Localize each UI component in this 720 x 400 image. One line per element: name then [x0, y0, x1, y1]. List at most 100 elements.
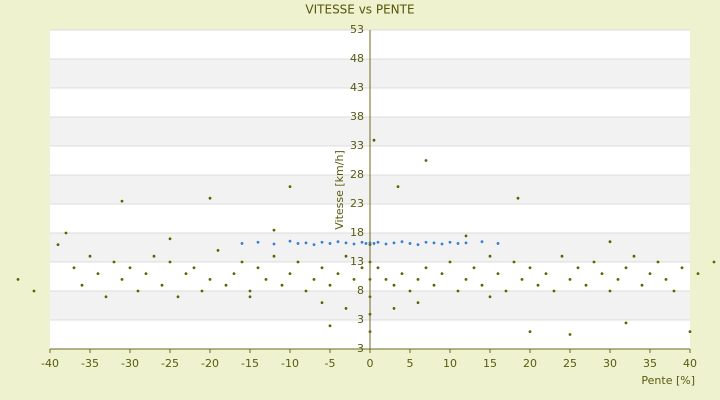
point [248, 295, 252, 299]
point [120, 278, 124, 281]
point [392, 283, 396, 287]
x-tick-label: -5 [325, 357, 336, 370]
point [288, 239, 292, 243]
point [648, 272, 652, 275]
point [392, 307, 396, 310]
point [304, 289, 308, 293]
x-tick-label: -25 [161, 357, 179, 370]
point [424, 240, 428, 244]
y-tick-label: 48 [350, 52, 364, 65]
x-tick-label: 30 [603, 357, 617, 370]
point [408, 242, 412, 245]
x-tick-label: -40 [41, 357, 59, 370]
point [296, 260, 300, 264]
point [168, 237, 172, 241]
point [624, 321, 628, 325]
point [496, 242, 500, 245]
point [608, 289, 612, 293]
y-tick-label: 8 [357, 284, 364, 297]
point [696, 272, 700, 275]
point [552, 289, 556, 293]
point [568, 278, 572, 281]
x-tick-label: 40 [683, 357, 697, 370]
point [272, 254, 276, 258]
point [712, 260, 716, 264]
y-tick-label: 43 [350, 81, 364, 94]
point [664, 278, 668, 281]
point [448, 240, 452, 244]
x-tick-label: 25 [563, 357, 577, 370]
x-tick-label: 10 [443, 357, 457, 370]
point [80, 283, 84, 287]
point [520, 278, 524, 281]
point [424, 159, 428, 162]
point [496, 272, 500, 275]
point [680, 266, 684, 270]
point [96, 272, 100, 275]
point [504, 289, 508, 293]
point [352, 278, 356, 281]
point [528, 330, 532, 333]
point [656, 260, 660, 264]
point [480, 283, 484, 287]
point [416, 301, 420, 304]
point [576, 266, 580, 270]
point [176, 295, 180, 299]
point [280, 283, 284, 287]
point [232, 272, 236, 275]
point [616, 278, 620, 281]
point [240, 242, 244, 245]
x-tick-label: 5 [407, 357, 414, 370]
point [88, 254, 92, 258]
point [456, 242, 460, 245]
x-tick-label: -15 [241, 357, 259, 370]
point [72, 266, 76, 270]
point [364, 242, 368, 245]
point [432, 241, 436, 245]
point [160, 283, 164, 287]
point [312, 243, 316, 247]
point [536, 283, 540, 287]
point [144, 272, 148, 275]
point [312, 278, 316, 281]
point [56, 243, 60, 247]
point [32, 289, 36, 293]
point [464, 234, 468, 238]
point [376, 266, 380, 270]
x-tick-label: -20 [201, 357, 219, 370]
point [384, 278, 388, 281]
point [208, 196, 212, 200]
point [272, 228, 276, 232]
point [464, 241, 468, 245]
point [224, 283, 228, 287]
y-tick-label: 18 [350, 226, 364, 239]
chart-title: VITESSE vs PENTE [305, 3, 414, 17]
point [528, 266, 532, 270]
x-tick-label: -10 [281, 357, 299, 370]
point [336, 240, 340, 244]
point [372, 138, 376, 142]
point [480, 240, 484, 244]
point [192, 266, 196, 270]
point [320, 240, 324, 244]
point [440, 272, 444, 275]
point [328, 324, 332, 328]
x-tick-label: 15 [483, 357, 497, 370]
y-axis-title: Vitesse [km/h] [333, 150, 346, 230]
point [128, 266, 132, 270]
y-tick-label: 38 [350, 110, 364, 123]
point [344, 307, 348, 310]
y-tick-label: 33 [350, 139, 364, 152]
point [256, 240, 260, 244]
point [264, 278, 268, 281]
x-tick-label: 20 [523, 357, 537, 370]
point [328, 283, 332, 287]
point [216, 249, 220, 252]
point [432, 283, 436, 287]
point [120, 199, 124, 203]
point [272, 242, 276, 246]
point [336, 272, 340, 275]
point [464, 278, 468, 281]
point [592, 260, 596, 264]
point [400, 272, 404, 275]
